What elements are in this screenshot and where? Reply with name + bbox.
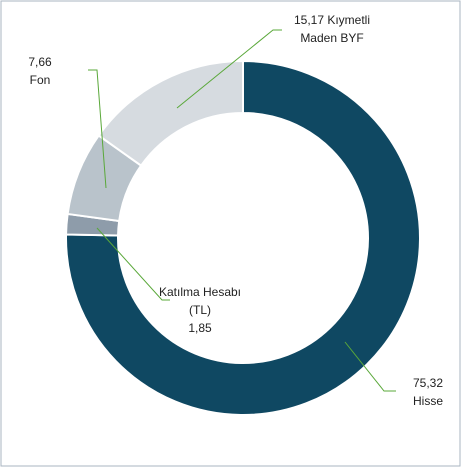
label-hisse: 75,32 Hisse (398, 374, 458, 410)
label-fon: 7,66 Fon (20, 53, 60, 89)
value-label: 7,66 (28, 55, 52, 69)
leader-line (88, 69, 107, 189)
category-label: Katılma Hesabı (TL) (158, 285, 242, 317)
category-label: Hisse (412, 394, 443, 408)
leader-line (176, 29, 282, 109)
leader-line (344, 341, 396, 392)
value-label: 75,32 (412, 376, 444, 390)
label-katilma: Katılma Hesabı (TL) 1,85 (152, 283, 248, 337)
leader-line (96, 227, 170, 301)
leader-lines (88, 29, 396, 392)
label-kiymetli: 15,17 Kıymetli Maden BYF (282, 11, 382, 47)
arcs (65, 59, 421, 416)
donut-segment (65, 59, 421, 416)
category-label: Kıymetli Maden BYF (300, 13, 371, 45)
value-label: 1,85 (188, 321, 212, 335)
donut-segment (97, 59, 244, 168)
value-label: 15,17 (293, 13, 324, 27)
frame (0, 0, 461, 467)
category-label: Fon (29, 73, 51, 87)
